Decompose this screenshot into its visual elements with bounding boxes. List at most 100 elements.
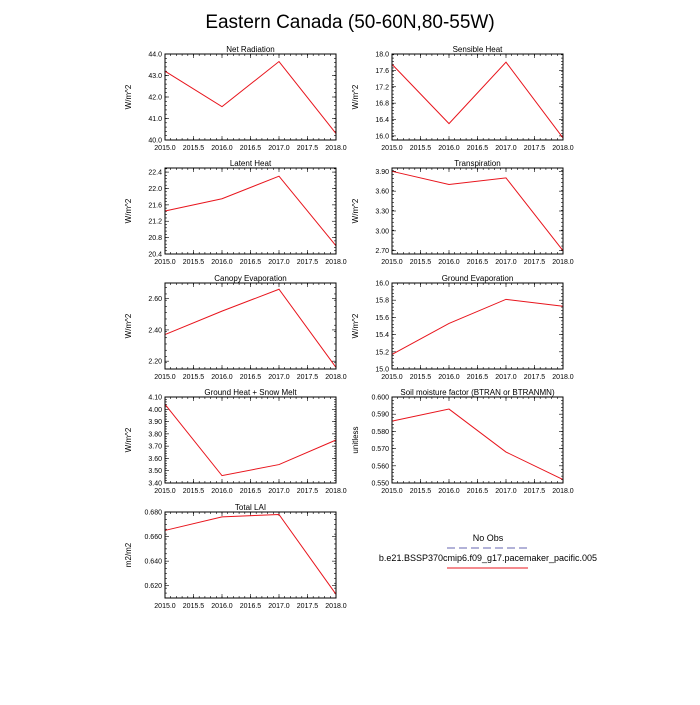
y-tick-label: 0.590 — [371, 412, 389, 419]
y-tick-label: 43.0 — [148, 73, 162, 80]
y-tick-label: 4.00 — [148, 407, 162, 414]
y-tick-label: 16.0 — [375, 281, 389, 288]
x-tick-label: 2018.0 — [325, 603, 347, 610]
x-tick-label: 2015.5 — [410, 259, 432, 266]
plot-frame — [164, 53, 337, 141]
plot-frame — [164, 396, 337, 484]
y-tick-label: 3.00 — [375, 228, 389, 235]
panel-title: Total LAI — [235, 503, 266, 512]
y-tick-label: 16.8 — [375, 101, 389, 108]
y-axis-label: W/m^2 — [351, 313, 360, 338]
y-tick-label: 3.30 — [375, 209, 389, 216]
x-tick-label: 2015.5 — [183, 374, 205, 381]
y-tick-label: 20.8 — [148, 235, 162, 242]
x-tick-label: 2015.5 — [183, 603, 205, 610]
panel-7: Ground Heat + Snow Melt W/m^2 2015.0 2015.5… — [124, 388, 347, 495]
x-tick-label: 2015.0 — [381, 259, 403, 266]
x-tick-label: 2015.5 — [410, 488, 432, 495]
x-tick-label: 2017.0 — [495, 259, 517, 266]
x-tick-label: 2016.5 — [467, 145, 489, 152]
y-axis-label: W/m^2 — [124, 313, 133, 338]
x-tick-label: 2017.0 — [495, 488, 517, 495]
figure-title: Eastern Canada (50-60N,80-55W) — [205, 12, 494, 33]
x-tick-label: 2015.0 — [381, 488, 403, 495]
panel-8: Soil moisture factor (BTRAN or BTRANMN) u… — [351, 388, 574, 495]
x-tick-label: 2015.0 — [154, 488, 176, 495]
y-axis-label: W/m^2 — [124, 84, 133, 109]
x-tick-label: 2017.5 — [524, 374, 546, 381]
panel-2: Sensible Heat W/m^2 2015.0 2015.5 2016.0 2016… — [351, 45, 574, 152]
y-tick-label: 20.4 — [148, 252, 162, 259]
y-tick-label: 0.570 — [371, 446, 389, 453]
x-tick-label: 2016.0 — [211, 145, 233, 152]
panel-title: Soil moisture factor (BTRAN or BTRANMN) — [400, 388, 555, 397]
x-tick-label: 2016.0 — [438, 488, 460, 495]
y-axis-label: unitless — [351, 426, 360, 453]
x-tick-label: 2015.0 — [154, 259, 176, 266]
x-tick-label: 2016.0 — [211, 374, 233, 381]
y-tick-label: 17.6 — [375, 68, 389, 75]
y-axis-label: W/m^2 — [351, 198, 360, 223]
series-line — [391, 408, 564, 481]
panel-3: Latent Heat W/m^2 2015.0 2015.5 2016.0 2016.5… — [124, 159, 347, 266]
y-axis-label: W/m^2 — [351, 84, 360, 109]
y-tick-label: 0.680 — [144, 510, 162, 517]
y-tick-label: 3.80 — [148, 431, 162, 438]
x-tick-label: 2017.5 — [297, 374, 319, 381]
panel-4: Transpiration W/m^2 2015.0 2015.5 2016.0 2016… — [351, 159, 574, 266]
x-tick-label: 2017.0 — [495, 374, 517, 381]
panel-title: Ground Evaporation — [442, 274, 514, 283]
plot-frame — [391, 53, 564, 141]
y-tick-label: 0.660 — [144, 534, 162, 541]
x-tick-label: 2016.5 — [240, 145, 262, 152]
x-tick-label: 2016.5 — [240, 259, 262, 266]
plot-frame — [164, 511, 337, 599]
y-tick-label: 0.640 — [144, 559, 162, 566]
x-tick-label: 2018.0 — [325, 259, 347, 266]
x-tick-label: 2016.0 — [211, 603, 233, 610]
x-tick-label: 2015.0 — [154, 603, 176, 610]
y-axis-label: m2/m2 — [124, 542, 133, 567]
plot-frame — [164, 167, 337, 255]
y-tick-label: 15.2 — [375, 349, 389, 356]
x-tick-label: 2017.0 — [268, 145, 290, 152]
y-tick-label: 3.60 — [375, 189, 389, 196]
plot-frame — [391, 167, 564, 255]
x-tick-label: 2016.0 — [438, 145, 460, 152]
x-tick-label: 2018.0 — [325, 488, 347, 495]
panels: Net Radiation W/m^2 2015.0 2015.5 2016.0 2016… — [124, 45, 574, 610]
y-tick-label: 15.8 — [375, 298, 389, 305]
x-tick-label: 2016.0 — [211, 259, 233, 266]
y-tick-label: 0.600 — [371, 395, 389, 402]
y-tick-label: 0.580 — [371, 429, 389, 436]
x-tick-label: 2015.5 — [410, 145, 432, 152]
x-tick-label: 2018.0 — [325, 374, 347, 381]
series-line — [164, 288, 337, 368]
legend-obs-label: No Obs — [473, 533, 504, 543]
x-tick-label: 2015.5 — [183, 488, 205, 495]
y-tick-label: 3.90 — [375, 169, 389, 176]
panel-title: Ground Heat + Snow Melt — [204, 388, 297, 397]
y-tick-label: 4.10 — [148, 395, 162, 402]
x-tick-label: 2016.0 — [211, 488, 233, 495]
y-tick-label: 2.70 — [375, 248, 389, 255]
x-tick-label: 2018.0 — [325, 145, 347, 152]
y-tick-label: 42.0 — [148, 95, 162, 102]
x-tick-label: 2016.5 — [240, 488, 262, 495]
series-line — [164, 175, 337, 247]
x-tick-label: 2017.5 — [297, 145, 319, 152]
panel-6: Ground Evaporation W/m^2 2015.0 2015.5 2016.… — [351, 274, 574, 381]
x-tick-label: 2016.5 — [240, 603, 262, 610]
y-tick-label: 17.2 — [375, 84, 389, 91]
x-tick-label: 2018.0 — [552, 145, 574, 152]
x-tick-label: 2017.0 — [268, 374, 290, 381]
panel-title: Latent Heat — [230, 159, 272, 168]
y-tick-label: 15.4 — [375, 332, 389, 339]
y-tick-label: 3.90 — [148, 419, 162, 426]
x-tick-label: 2015.0 — [381, 374, 403, 381]
series-line — [164, 404, 337, 477]
x-tick-label: 2016.0 — [438, 259, 460, 266]
panel-9: Total LAI m2/m2 2015.0 2015.5 2016.0 2016.5 20… — [124, 503, 347, 610]
x-tick-label: 2015.5 — [183, 259, 205, 266]
x-tick-label: 2015.0 — [154, 145, 176, 152]
